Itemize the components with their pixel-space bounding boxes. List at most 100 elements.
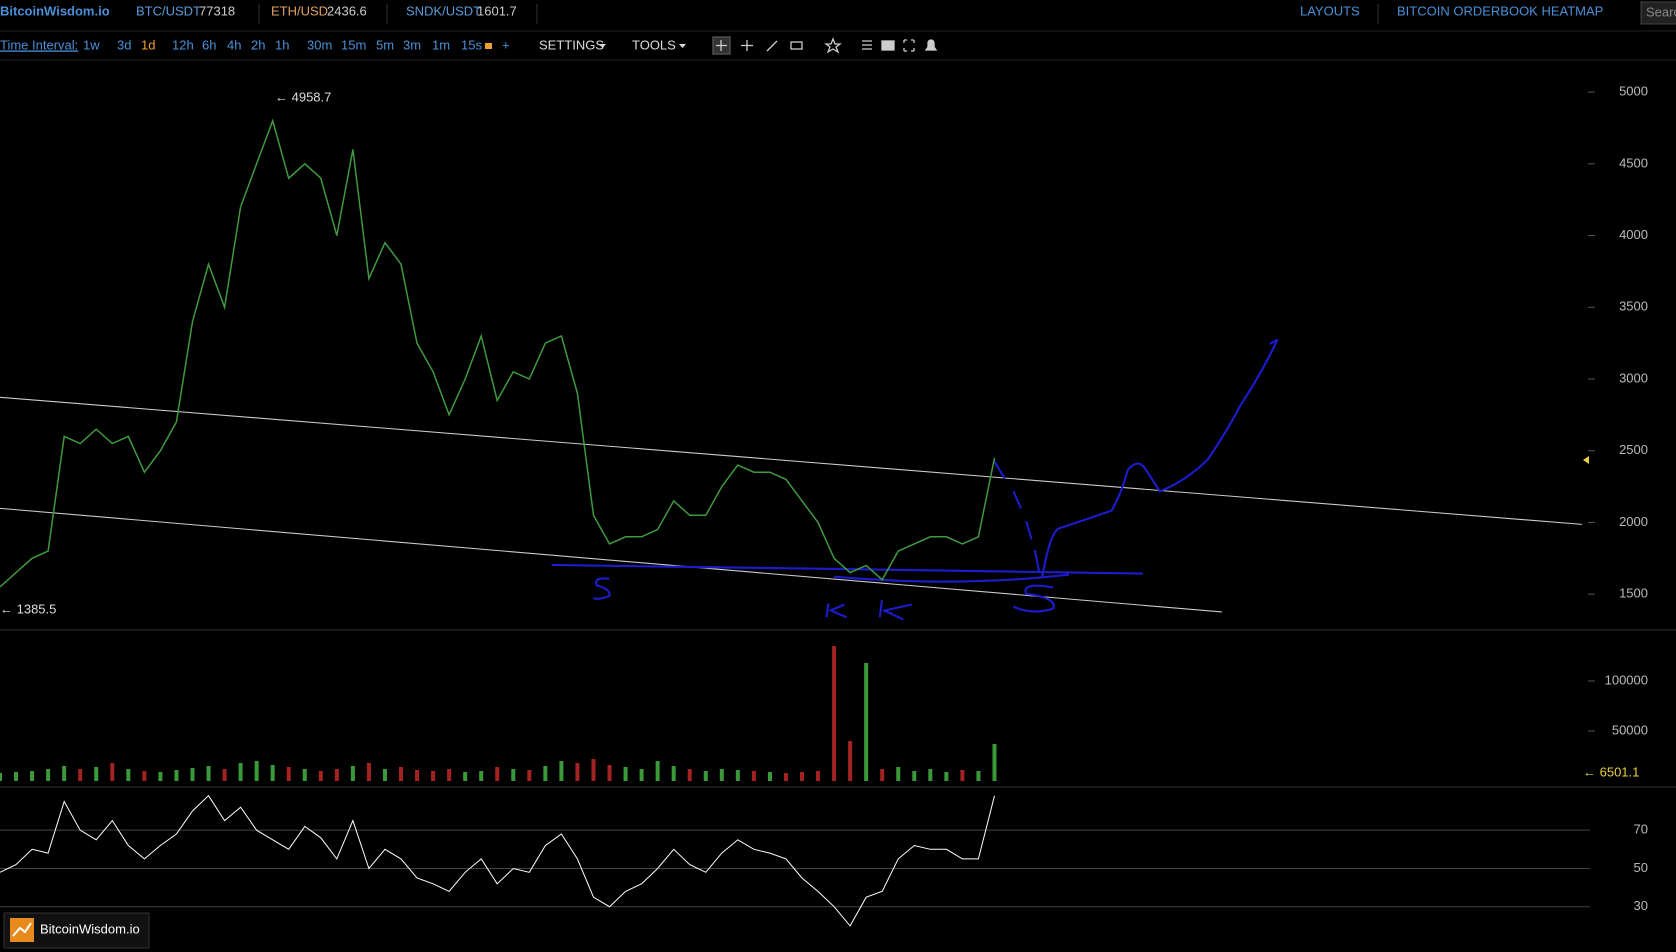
volume-bar (575, 763, 580, 781)
camera-tool[interactable] (881, 40, 895, 51)
move-icon[interactable] (741, 40, 753, 51)
volume-bar (78, 769, 83, 781)
annotation: ← 6501.1 (1583, 764, 1639, 779)
ticker-pair[interactable]: ETH/USD (271, 3, 328, 18)
volume-bar (687, 769, 692, 781)
volume-bar (158, 772, 163, 781)
nav-link[interactable]: BITCOIN ORDERBOOK HEATMAP (1397, 3, 1603, 18)
series-line (0, 118, 996, 588)
interval[interactable]: 15s (461, 37, 482, 52)
volume-bar (190, 768, 195, 781)
volume-bar (783, 773, 788, 781)
interval[interactable]: 3m (403, 37, 421, 52)
volume-bar (238, 763, 243, 781)
interval[interactable]: 15m (341, 37, 366, 52)
interval[interactable]: 5m (376, 37, 394, 52)
volume-bar (126, 769, 131, 781)
y-tick-label: 70 (1634, 822, 1648, 837)
search-box[interactable] (1640, 1, 1676, 25)
volume-bar (527, 770, 532, 781)
y-tick-label: 30 (1634, 898, 1648, 913)
interval[interactable]: 6h (202, 37, 216, 52)
y-tick-label: 3500 (1619, 299, 1648, 314)
volume-bar (880, 769, 885, 781)
volume-bar (318, 771, 323, 781)
line-tool[interactable] (766, 40, 778, 52)
volume-bar (30, 771, 35, 781)
hand-drawing (551, 338, 1279, 621)
nav-link[interactable]: LAYOUTS (1300, 3, 1360, 18)
menu[interactable]: SETTINGS (539, 37, 604, 52)
watermark-text: BitcoinWisdom.io (40, 921, 140, 936)
ticker-pair[interactable]: SNDK/USDT (406, 3, 481, 18)
volume-bar (142, 771, 147, 781)
volume-bar (960, 770, 965, 781)
volume-bar (366, 763, 371, 781)
volume-bar (447, 769, 452, 781)
interval[interactable]: 1d (141, 37, 155, 52)
annotation: ← 1385.5 (0, 601, 56, 616)
volume-bar (767, 772, 772, 781)
interval[interactable]: 1w (83, 37, 100, 52)
volume-bar (832, 646, 837, 781)
y-tick-label: 4000 (1619, 227, 1648, 242)
alert-tool[interactable] (924, 39, 938, 51)
ticker-price: 1601.7 (477, 3, 517, 18)
interval[interactable]: 2h (251, 37, 265, 52)
menu-caret (599, 44, 606, 48)
volume-bar (62, 766, 67, 781)
rect-tool[interactable] (790, 41, 803, 50)
ticker-price: 2436.6 (327, 3, 367, 18)
volume-bar (511, 769, 516, 781)
annotation: ← 4958.7 (275, 89, 331, 104)
support-line (551, 563, 1143, 583)
volume-bar (864, 663, 869, 781)
ticker-pair[interactable]: BTC/USDT (136, 3, 201, 18)
volume-bar (751, 771, 756, 781)
interval[interactable]: 3d (117, 37, 131, 52)
watermark: BitcoinWisdom.io (3, 912, 150, 949)
volume-bar (559, 761, 564, 781)
letter-s (1012, 584, 1055, 613)
volume-bar (735, 770, 740, 781)
volume-bar (110, 763, 115, 781)
channel-top (0, 396, 1583, 525)
letter-s (592, 577, 611, 600)
volume-bar (992, 744, 997, 781)
volume-bar (463, 772, 468, 781)
volume-bar (495, 767, 500, 781)
volume-bar (671, 766, 676, 781)
interval[interactable]: 4h (227, 37, 241, 52)
volume-bar (607, 765, 612, 781)
ticker-price: 77318 (199, 3, 235, 18)
interval[interactable]: 1h (275, 37, 289, 52)
interval[interactable]: 30m (307, 37, 332, 52)
star-tool[interactable] (824, 37, 842, 54)
list-tool[interactable] (862, 40, 872, 50)
volume-bar (800, 772, 804, 781)
series-line (0, 794, 995, 927)
letter-k (878, 600, 913, 621)
volume-bar (206, 766, 211, 781)
menu-caret (679, 44, 686, 48)
volume-bar (222, 769, 227, 781)
y-tick-label: 4500 (1619, 155, 1648, 170)
volume-bar (302, 769, 307, 781)
dashed-drop (993, 460, 1041, 572)
volume-bar (431, 771, 436, 781)
y-tick-label: 100000 (1605, 672, 1648, 687)
interval[interactable]: 12h (172, 37, 194, 52)
add-interval[interactable]: + (502, 37, 510, 52)
volume-bar (382, 769, 387, 781)
volume-bar (639, 769, 644, 781)
channel-bottom (0, 507, 1222, 613)
volume-bar (334, 769, 339, 781)
y-tick-label: 50000 (1612, 722, 1648, 737)
interval[interactable]: 1m (432, 37, 450, 52)
menu[interactable]: TOOLS (632, 37, 676, 52)
logo[interactable]: BitcoinWisdom.io (0, 3, 110, 18)
fullscreen-tool[interactable] (903, 39, 915, 52)
